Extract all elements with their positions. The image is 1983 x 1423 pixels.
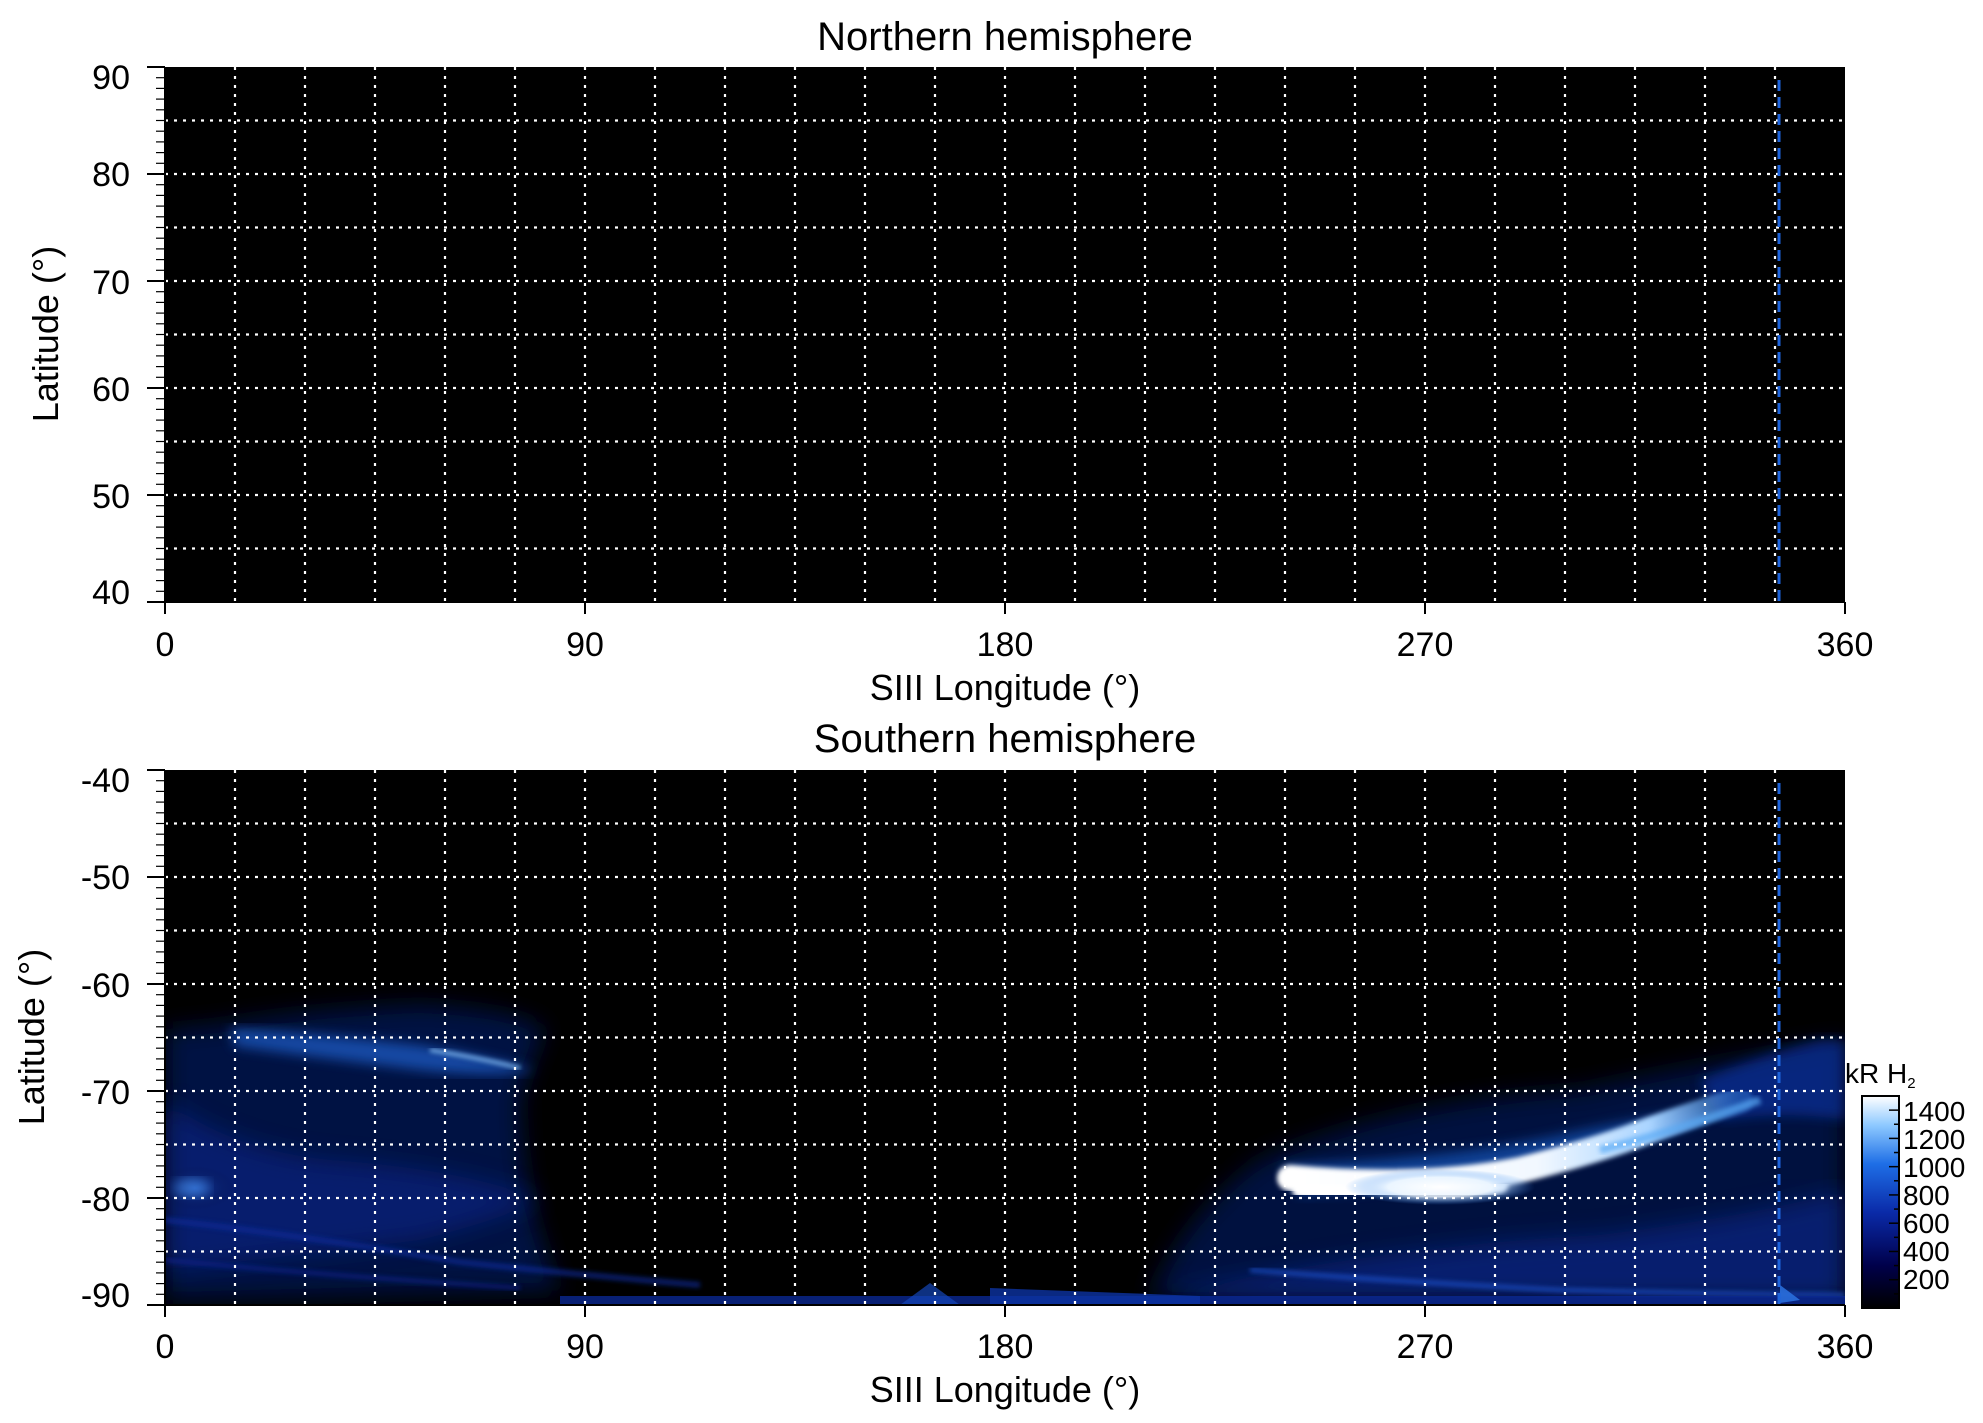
- colorbar-tick-label: 200: [1903, 1264, 1950, 1295]
- northern-y-tick-label: 90: [92, 59, 130, 97]
- southern-x-tick-label: 180: [977, 1328, 1034, 1366]
- southern-emission-east: [1150, 1040, 1845, 1300]
- northern-y-tick-label: 40: [92, 574, 130, 612]
- northern-title: Northern hemisphere: [817, 15, 1193, 59]
- northern-x-tick-label: 180: [977, 626, 1034, 664]
- northern-x-tick-label: 270: [1397, 626, 1454, 664]
- northern-y-tick-labels: 90 80 70 60 50 40: [92, 59, 130, 612]
- northern-x-tick-label: 360: [1817, 626, 1874, 664]
- colorbar-tick-label: 600: [1903, 1208, 1950, 1239]
- colorbar-tick-label: 1000: [1903, 1152, 1965, 1183]
- southern-minor-ticks: [147, 769, 1846, 1317]
- northern-y-tick-label: 70: [92, 264, 130, 302]
- northern-x-axis-label: SIII Longitude (°): [870, 667, 1141, 708]
- colorbar: kR H2 1400 1200 1000 800 600 400 200: [1845, 1058, 1965, 1309]
- southern-y-tick-label: -80: [81, 1181, 130, 1219]
- southern-y-tick-label: -70: [81, 1074, 130, 1112]
- northern-y-axis-label: Latitude (°): [25, 246, 66, 422]
- southern-y-tick-label: -50: [81, 859, 130, 897]
- colorbar-gradient: [1861, 1095, 1900, 1309]
- southern-x-axis-label: SIII Longitude (°): [870, 1369, 1141, 1410]
- southern-x-tick-label: 270: [1397, 1328, 1454, 1366]
- northern-y-tick-label: 50: [92, 478, 130, 516]
- southern-y-tick-label: -90: [81, 1277, 130, 1315]
- northern-minor-ticks: [147, 66, 1846, 614]
- southern-y-tick-labels: -40 -50 -60 -70 -80 -90: [81, 762, 130, 1315]
- southern-emission-west: [165, 1005, 701, 1300]
- northern-y-tick-label: 60: [92, 371, 130, 409]
- southern-emission: [165, 1005, 1845, 1305]
- southern-x-tick-labels: 0 90 180 270 360: [156, 1328, 1874, 1366]
- colorbar-ticks: [1889, 1109, 1899, 1295]
- southern-y-tick-label: -40: [81, 762, 130, 800]
- southern-title: Southern hemisphere: [814, 717, 1196, 761]
- northern-x-tick-label: 0: [156, 626, 175, 664]
- southern-x-tick-label: 360: [1817, 1328, 1874, 1366]
- southern-emission-floor: [560, 1283, 1845, 1305]
- colorbar-tick-label: 400: [1903, 1236, 1950, 1267]
- colorbar-tick-label: 800: [1903, 1180, 1950, 1211]
- southern-x-tick-label: 90: [566, 1328, 604, 1366]
- colorbar-label: kR H2: [1845, 1058, 1916, 1092]
- northern-grid: [165, 67, 1845, 602]
- southern-y-tick-label: -60: [81, 967, 130, 1005]
- southern-y-axis-label: Latitude (°): [11, 949, 52, 1125]
- northern-panel: Northern hemisphere 90 80 70 60 50 40 0 …: [25, 15, 1873, 708]
- southern-grid: [165, 770, 1845, 1305]
- northern-x-tick-labels: 0 90 180 270 360: [156, 626, 1874, 664]
- northern-x-tick-label: 90: [566, 626, 604, 664]
- colorbar-tick-label: 1200: [1903, 1124, 1965, 1155]
- southern-panel: Southern hemisphere: [11, 717, 1965, 1410]
- colorbar-tick-label: 1400: [1903, 1096, 1965, 1127]
- southern-x-tick-label: 0: [156, 1328, 175, 1366]
- northern-y-tick-label: 80: [92, 156, 130, 194]
- colorbar-tick-labels: 1400 1200 1000 800 600 400 200: [1903, 1096, 1965, 1295]
